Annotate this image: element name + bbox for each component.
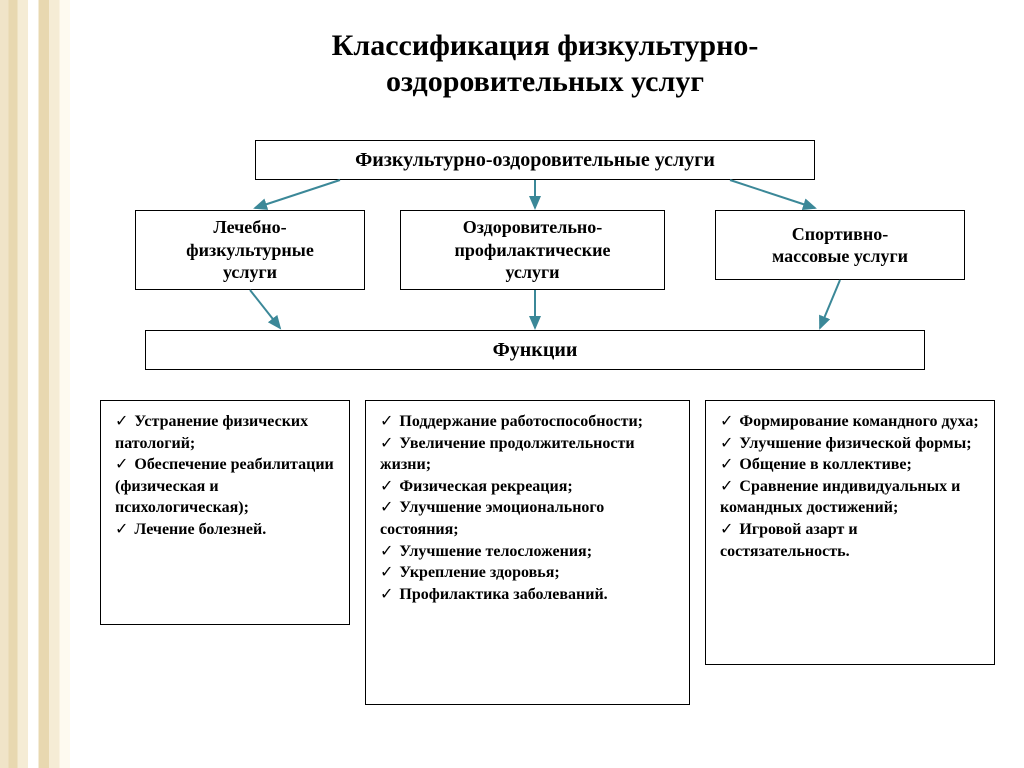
list3-item: Улучшение физической формы; <box>720 433 984 455</box>
list2-item: Профилактика заболеваний. <box>380 584 679 606</box>
list2-item: Улучшение эмоционального состояния; <box>380 497 679 540</box>
cat2-l2: профилактические <box>455 240 611 260</box>
list1-item: Устранение физических патологий; <box>115 411 339 454</box>
cat3-l2: массовые услуги <box>772 246 908 266</box>
slide-title: Классификация физкультурно- оздоровитель… <box>80 28 1010 100</box>
cat2-l1: Оздоровительно- <box>463 217 602 237</box>
list2-item: Увеличение продолжительности жизни; <box>380 433 679 476</box>
list3-item: Формирование командного духа; <box>720 411 984 433</box>
category-box-3: Спортивно- массовые услуги <box>715 210 965 280</box>
cat2-l3: услуги <box>505 262 559 282</box>
list1-item: Лечение болезней. <box>115 519 339 541</box>
list3-item: Игровой азарт и состязательность. <box>720 519 984 562</box>
list2-item: Улучшение телосложения; <box>380 541 679 563</box>
cat1-l1: Лечебно- <box>213 217 286 237</box>
functions-label: Функции <box>493 339 578 362</box>
cat3-l1: Спортивно- <box>792 224 888 244</box>
title-line2: оздоровительных услуг <box>386 65 704 98</box>
list2-item: Физическая рекреация; <box>380 476 679 498</box>
list2-item: Поддержание работоспособности; <box>380 411 679 433</box>
list2-item: Укрепление здоровья; <box>380 562 679 584</box>
cat1-l2: физкультурные <box>186 240 314 260</box>
cat1-l3: услуги <box>223 262 277 282</box>
category-box-1: Лечебно- физкультурные услуги <box>135 210 365 290</box>
category-box-2: Оздоровительно- профилактические услуги <box>400 210 665 290</box>
root-label: Физкультурно-оздоровительные услуги <box>355 149 715 172</box>
function-list-3: Формирование командного духа; Улучшение … <box>705 400 995 665</box>
functions-box: Функции <box>145 330 925 370</box>
decorative-stripe <box>0 0 70 768</box>
list3-item: Сравнение индивидуальных и командных дос… <box>720 476 984 519</box>
list1-item: Обеспечение реабилитации (физическая и п… <box>115 454 339 519</box>
slide-content: Классификация физкультурно- оздоровитель… <box>80 0 1010 768</box>
root-box: Физкультурно-оздоровительные услуги <box>255 140 815 180</box>
function-list-1: Устранение физических патологий; Обеспеч… <box>100 400 350 625</box>
list3-item: Общение в коллективе; <box>720 454 984 476</box>
title-line1: Классификация физкультурно- <box>332 29 759 62</box>
function-list-2: Поддержание работоспособности; Увеличени… <box>365 400 690 705</box>
